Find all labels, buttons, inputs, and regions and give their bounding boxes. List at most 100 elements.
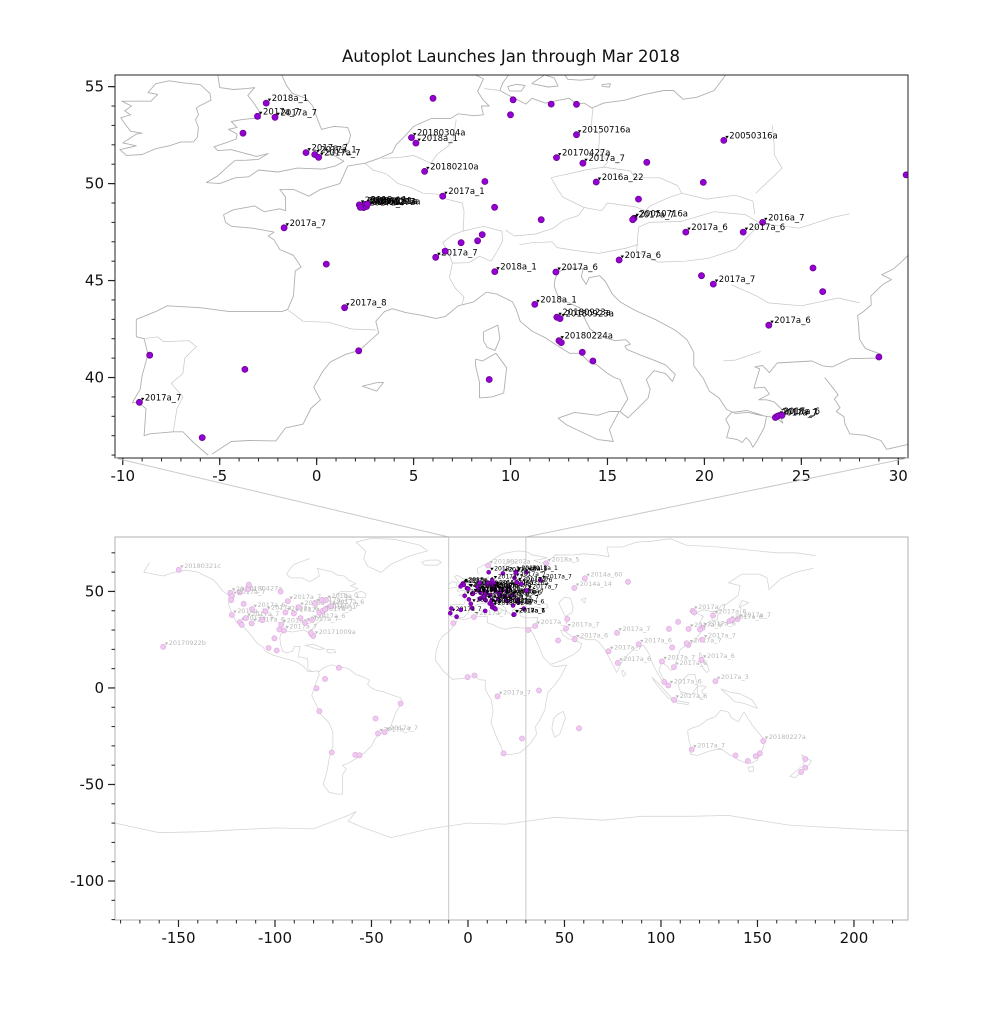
point-marker-triangle	[417, 138, 421, 142]
point-marker-triangle	[518, 577, 522, 581]
point-label: 2017a_6	[749, 223, 786, 233]
point-label: 2018a_1	[491, 593, 517, 600]
data-point	[557, 339, 565, 346]
data-point	[408, 134, 415, 141]
data-point	[465, 586, 471, 592]
data-point	[302, 149, 310, 156]
point-marker-triangle	[515, 610, 519, 613]
data-point	[356, 203, 364, 211]
point-label: 2017a_7	[311, 615, 339, 623]
point-label: 20180124a	[478, 587, 513, 594]
data-point	[739, 228, 747, 236]
point-marker-triangle	[316, 599, 320, 602]
point-marker-triangle	[634, 215, 638, 218]
point-label: 2017a_6	[707, 652, 735, 660]
point-label: 2017a_6	[258, 601, 286, 609]
point-marker-triangle	[233, 610, 237, 614]
point-marker-triangle	[609, 646, 614, 650]
point-label: 20180923a	[566, 310, 614, 320]
point-label: 20150716a	[582, 126, 630, 136]
data-point	[605, 648, 612, 655]
y-tick-label: 50	[85, 582, 104, 600]
data-point	[450, 620, 457, 626]
point-marker-triangle	[770, 320, 774, 324]
point-label: 20050716a	[505, 588, 540, 595]
data-point	[290, 610, 297, 617]
data-point	[282, 609, 289, 616]
point-marker-triangle	[567, 624, 571, 627]
point-marker-triangle	[332, 601, 336, 605]
point-label: 20050316a	[729, 131, 777, 141]
point-label: 2014a_60	[590, 570, 622, 578]
point-marker-triangle	[444, 191, 448, 195]
data-point	[297, 615, 304, 621]
data-point	[661, 679, 668, 685]
x-tick-label: 5	[409, 467, 419, 485]
point-label: 20180124a	[368, 197, 416, 207]
point-label: 2017a_7	[698, 603, 726, 611]
data-point	[271, 635, 278, 642]
data-point	[573, 100, 580, 108]
point-label: 2017a_7	[623, 625, 651, 633]
data-point	[311, 600, 318, 607]
point-label: 2017a_7	[384, 725, 412, 733]
data-point	[316, 708, 323, 715]
point-label: 2018a_1	[494, 565, 520, 572]
point-marker-triangle	[536, 299, 540, 303]
data-point	[531, 300, 539, 308]
europe-detail-chart: 2018a_12017a_72017a_72017a_72017a_12017a…	[85, 74, 909, 485]
data-point	[683, 640, 690, 647]
world-plot-area[interactable]	[115, 537, 908, 920]
data-point	[691, 609, 698, 616]
data-point	[512, 575, 517, 581]
data-point	[505, 599, 510, 604]
point-marker-triangle	[493, 600, 498, 604]
point-label: 2017a_6	[680, 692, 708, 700]
data-point	[732, 752, 739, 759]
point-marker-triangle	[314, 631, 319, 635]
point-label: 2017a_7	[667, 653, 695, 661]
point-label: 2017a_6	[708, 620, 736, 628]
x-tick-label: -50	[359, 929, 384, 947]
point-marker-triangle	[764, 217, 768, 221]
point-label: 20180210a	[484, 583, 519, 590]
data-point	[507, 111, 514, 119]
y-tick-label: 45	[85, 272, 104, 290]
data-point	[514, 580, 520, 585]
point-marker-triangle	[386, 727, 390, 731]
point-label: 2017a_7	[293, 593, 321, 601]
europe-plot-area[interactable]	[115, 75, 908, 458]
data-point	[495, 596, 501, 602]
point-marker-triangle	[253, 604, 257, 608]
point-label: 2017a_6	[519, 599, 545, 606]
data-point	[579, 159, 587, 167]
x-tick-label: 20	[695, 467, 714, 485]
point-label: 2018a_1	[365, 196, 402, 206]
data-point	[489, 578, 495, 583]
data-point	[355, 347, 363, 355]
point-marker-triangle	[618, 628, 622, 632]
point-marker-triangle	[547, 558, 552, 562]
data-point	[363, 200, 371, 208]
point-label: 2017a_7	[513, 594, 539, 601]
point-marker-triangle	[360, 200, 365, 204]
data-point	[635, 195, 642, 203]
point-marker-triangle	[267, 98, 272, 102]
point-marker-triangle	[669, 680, 674, 684]
point-marker-triangle	[716, 676, 721, 680]
point-marker-triangle	[690, 624, 694, 628]
point-marker-triangle	[140, 397, 145, 401]
point-label: 2017a_7	[245, 614, 273, 622]
data-point	[198, 434, 206, 441]
data-point	[491, 268, 499, 275]
point-marker-triangle	[493, 584, 497, 588]
point-label: 2017a_7	[289, 622, 317, 630]
point-label: 2017a_7	[743, 611, 771, 619]
data-point	[262, 99, 270, 107]
point-label: 2017a_8	[476, 597, 502, 604]
point-marker-triangle	[506, 591, 510, 595]
data-point	[228, 597, 235, 603]
x-tick-label: 0	[463, 929, 473, 947]
point-label: 2017a_7	[505, 588, 531, 595]
point-label: 20180131a	[370, 197, 418, 207]
